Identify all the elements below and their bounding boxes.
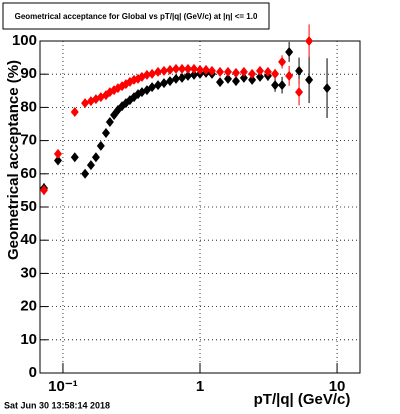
data-point (223, 66, 232, 77)
y-tick-label: 70 (20, 132, 37, 149)
y-tick-label: 80 (20, 98, 37, 115)
data-point (239, 66, 248, 77)
data-point (278, 56, 287, 67)
data-point (239, 72, 248, 83)
data-point (159, 78, 168, 89)
data-point (223, 73, 232, 84)
y-axis-label: Geometrical acceptance (%) (5, 60, 22, 260)
data-point (271, 80, 280, 91)
data-point (295, 87, 304, 98)
data-point (190, 63, 199, 74)
data-point (86, 160, 95, 171)
y-tick-label: 50 (20, 198, 37, 215)
data-point (196, 64, 205, 75)
data-point (248, 74, 257, 85)
data-point (190, 69, 199, 80)
data-point (53, 148, 62, 159)
data-point (178, 72, 187, 83)
footer-date: Sat Jun 30 13:58:14 2018 (4, 400, 110, 410)
data-point (81, 98, 90, 109)
data-point (285, 46, 294, 57)
data-point (295, 65, 304, 76)
data-point (159, 65, 168, 76)
data-point (183, 70, 192, 81)
data-point (178, 63, 187, 74)
data-point (70, 107, 79, 118)
data-point (216, 77, 225, 88)
x-axis-label: pT/|q| (GeV/c) (254, 391, 351, 408)
x-tick-label: 1 (196, 378, 204, 395)
chart-title: Geometrical acceptance for Global vs pT/… (15, 12, 258, 21)
data-point (91, 152, 100, 163)
data-point (207, 65, 216, 76)
data-point (142, 69, 151, 80)
data-point (216, 66, 225, 77)
data-point (148, 68, 157, 79)
data-point (278, 80, 287, 91)
y-tick-label: 20 (20, 298, 37, 315)
data-point (263, 66, 272, 77)
data-point (231, 67, 240, 78)
data-point (171, 73, 180, 84)
data-point (256, 71, 265, 82)
data-point (171, 63, 180, 74)
data-point (305, 74, 314, 85)
data-point (166, 64, 175, 75)
data-point (154, 66, 163, 77)
y-tick-label: 100 (12, 32, 37, 49)
data-point (101, 127, 110, 138)
data-point (248, 68, 257, 79)
data-point (271, 68, 280, 79)
data-point (148, 82, 157, 93)
data-point (39, 185, 48, 196)
data-point (105, 117, 114, 128)
data-point (202, 64, 211, 75)
y-tick-label: 60 (20, 165, 37, 182)
data-point (154, 80, 163, 91)
data-point (256, 65, 265, 76)
data-point (323, 83, 332, 94)
data-point (305, 36, 314, 46)
title-box (2, 2, 270, 30)
y-tick-label: 10 (20, 331, 37, 348)
data-point (183, 63, 192, 74)
x-tick-label: 10⁻¹ (48, 378, 78, 395)
y-tick-label: 90 (20, 65, 37, 82)
data-point (166, 76, 175, 87)
data-point (285, 70, 294, 81)
y-tick-label: 0 (29, 364, 37, 381)
data-point (53, 155, 62, 166)
y-tick-label: 30 (20, 264, 37, 281)
data-point (231, 76, 240, 87)
x-tick-label: 10 (329, 378, 346, 395)
data-point (96, 140, 105, 151)
y-tick-label: 40 (20, 231, 37, 248)
data-point (81, 168, 90, 179)
data-point (70, 152, 79, 163)
